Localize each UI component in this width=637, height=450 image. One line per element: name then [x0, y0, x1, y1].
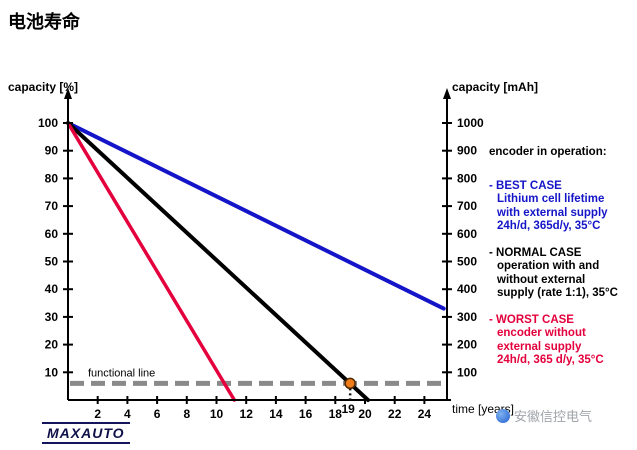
x-tick-label: 4: [124, 407, 131, 421]
y-right-tick-label: 100: [457, 365, 477, 379]
y-left-tick-label: 30: [45, 310, 59, 324]
legend-line: operation with and: [497, 260, 600, 272]
legend-line: - BEST CASE: [489, 179, 562, 192]
x-tick-label: 6: [154, 407, 161, 421]
y-left-tick-label: 10: [45, 365, 59, 379]
legend-line: supply (rate 1:1), 35°C: [497, 287, 618, 299]
y-left-tick-label: 80: [45, 171, 59, 185]
legend-line: external supply: [497, 340, 582, 353]
legend-line: Lithium cell lifetime: [497, 193, 605, 205]
x-tick-label: 24: [418, 407, 432, 421]
legend-block-normal-case: - NORMAL CASE operation with and without e…: [489, 247, 635, 301]
legend-heading: encoder in operation:: [489, 146, 607, 158]
x-tick-label: 16: [299, 407, 313, 421]
legend-line: without external: [497, 273, 586, 286]
y-left-tick-label: 60: [45, 227, 59, 241]
y-right-tick-label: 200: [457, 338, 477, 352]
y-right-tick-label: 1000: [457, 116, 484, 130]
watermark-text: 安徽信控电气: [514, 409, 593, 424]
series-line-worst-case: [66, 121, 237, 402]
y-right-tick-label: 400: [457, 282, 477, 296]
series-line-best-case: [66, 121, 446, 311]
legend-line: 24h/d, 365 d/y, 35°C: [497, 354, 604, 366]
y-left-tick-label: 70: [45, 199, 59, 213]
y-right-tick-label: 700: [457, 199, 477, 213]
page-title: 电池寿命: [8, 12, 80, 32]
y-left-tick-label: 20: [45, 338, 59, 352]
x-tick-label: 10: [210, 407, 224, 421]
legend-block-best-case: - BEST CASE Lithium cell lifetime with ext…: [489, 180, 635, 234]
legend-line: encoder without: [497, 327, 586, 339]
legend-line: with external supply: [497, 206, 608, 219]
y-right-tick-label: 600: [457, 227, 477, 241]
legend-block-worst-case: - WORST CASE encoder without external supp…: [489, 314, 635, 368]
x-tick-label: 18: [329, 407, 343, 421]
y-left-tick-label: 100: [38, 116, 58, 130]
x-tick-label: 2: [94, 407, 101, 421]
functional-line-label: functional line: [88, 367, 155, 379]
y-right-tick-label: 300: [457, 310, 477, 324]
y-left-tick-label: 90: [45, 144, 59, 158]
x-tick-label: 14: [269, 407, 283, 421]
x-tick-label: 22: [388, 407, 402, 421]
legend-line: - NORMAL CASE: [489, 246, 582, 259]
y-axis-right-label: capacity [mAh]: [452, 80, 539, 94]
company-logo: MAXAUTO: [42, 422, 130, 444]
y-left-tick-label: 40: [45, 282, 59, 296]
marker-label: 19: [341, 402, 355, 416]
legend-line: 24h/d, 365d/y, 35°C: [497, 220, 601, 232]
y-right-tick-label: 800: [457, 171, 477, 185]
legend-line: - WORST CASE: [489, 313, 574, 326]
watermark-icon: [496, 408, 510, 423]
y-right-tick-label: 500: [457, 255, 477, 269]
y-left-tick-label: 50: [45, 255, 59, 269]
y-axis-left-label: capacity [%]: [8, 80, 79, 94]
watermark: 安徽信控电气: [496, 406, 592, 425]
intersection-marker: [344, 377, 356, 390]
y-axis-left-arrow: [64, 88, 72, 99]
x-tick-label: 12: [240, 407, 254, 421]
chart-legend: encoder in operation: - BEST CASE Lithium…: [489, 146, 635, 381]
series-line-normal-case: [66, 121, 370, 402]
legend-blocks: - BEST CASE Lithium cell lifetime with ext…: [489, 180, 635, 368]
x-tick-label: 8: [183, 407, 190, 421]
y-axis-right-arrow: [443, 88, 451, 99]
x-tick-label: 20: [358, 407, 372, 421]
y-right-tick-label: 900: [457, 144, 477, 158]
